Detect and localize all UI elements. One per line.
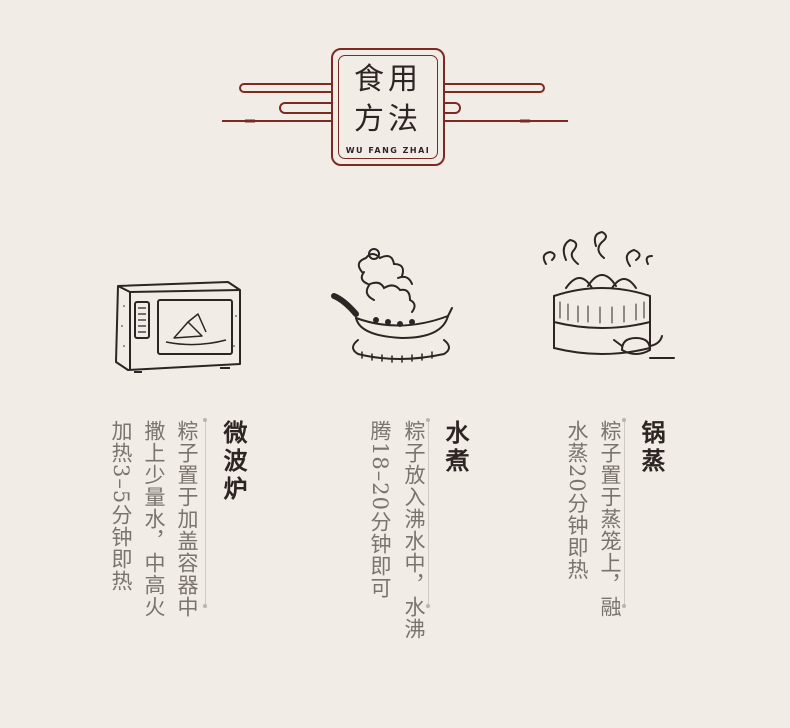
- microwave-icon: [115, 281, 241, 373]
- title-badge: 食用 方法 WU FANG ZHAI: [331, 48, 445, 166]
- header: 食用 方法 WU FANG ZHAI: [0, 0, 790, 200]
- divider: [622, 418, 626, 608]
- method-title: 水煮: [441, 420, 470, 476]
- method-description-line: 粽子置于蒸笼上，融: [598, 420, 622, 618]
- divider: [426, 418, 430, 608]
- badge-title-line1: 食用: [354, 62, 422, 97]
- method-description-line: 粽子置于加盖容器中: [175, 420, 199, 618]
- badge-subtitle: WU FANG ZHAI: [345, 146, 431, 155]
- method-description-line: 腾18–20分钟即可: [368, 420, 392, 599]
- header-decoration: [222, 83, 568, 123]
- method-description-line: 加热3–5分钟即热: [109, 420, 133, 593]
- divider: [203, 418, 207, 608]
- method-title: 微波炉: [219, 420, 248, 504]
- method-description-line: 撒上少量水，中高火: [142, 420, 166, 618]
- method-description-line: 粽子放入沸水中，水沸: [402, 420, 426, 640]
- badge-title-line2: 方法: [354, 102, 422, 137]
- method-title: 锅蒸: [637, 420, 666, 476]
- boiling-pot-icon: [331, 248, 453, 363]
- method-description-line: 水蒸20分钟即热: [565, 420, 589, 581]
- steamer-icon: [542, 230, 675, 359]
